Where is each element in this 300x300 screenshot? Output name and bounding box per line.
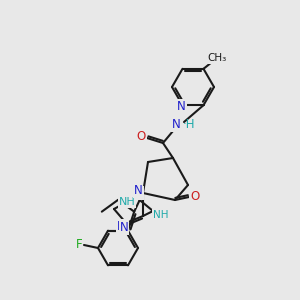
Text: F: F [76,238,82,251]
Text: NH: NH [118,197,135,207]
Text: NH: NH [153,210,169,220]
Text: O: O [190,190,200,203]
Text: N: N [177,100,186,113]
Text: N: N [120,221,128,234]
Text: N: N [134,184,142,197]
Text: N: N [172,118,180,131]
Text: ·H: ·H [183,118,196,131]
Text: N: N [117,220,125,232]
Text: N: N [135,187,143,200]
Text: O: O [136,130,146,143]
Text: CH₃: CH₃ [207,53,226,63]
